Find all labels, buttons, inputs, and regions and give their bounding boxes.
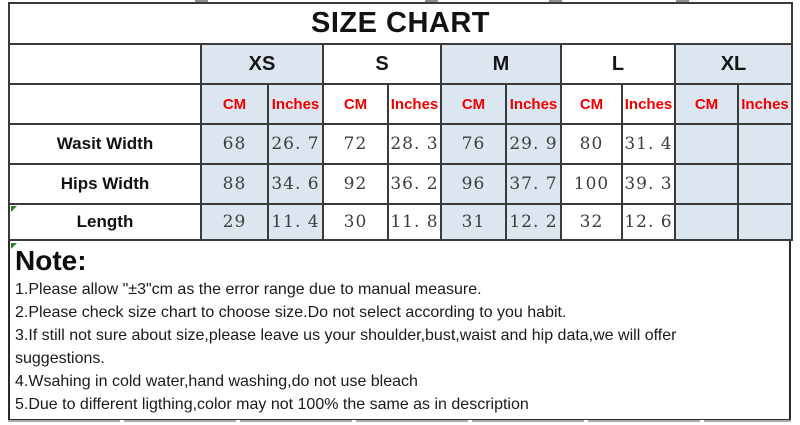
- value-cell: 29. 9: [505, 123, 562, 165]
- value-cell: 29: [200, 203, 269, 241]
- note-line-5: 5.Due to different ligthing,color may no…: [15, 396, 529, 413]
- unit-header-m-cm: CM: [440, 83, 507, 125]
- note-line-4: 4.Wsahing in cold water,hand washing,do …: [15, 373, 418, 390]
- value-cell: 68: [200, 123, 269, 165]
- size-header-l: L: [560, 43, 676, 85]
- value-cell: 30: [322, 203, 389, 241]
- unit-header-xs-cm: CM: [200, 83, 269, 125]
- value-cell: 76: [440, 123, 507, 165]
- value-cell: [674, 123, 739, 165]
- value-cell: 36. 2: [387, 163, 442, 205]
- value-cell: 92: [322, 163, 389, 205]
- page-title: SIZE CHART: [7, 2, 794, 45]
- row-label: Wasit Width: [8, 123, 202, 165]
- top-edge-artifact: [676, 0, 689, 2]
- unit-header-xs-inches: Inches: [267, 83, 324, 125]
- note-line-3: 3.If still not sure about size,please le…: [15, 327, 677, 344]
- note-section: Note: 1.Please allow "±3"cm as the error…: [8, 241, 791, 421]
- value-cell: 28. 3: [387, 123, 442, 165]
- size-chart-panel: SIZE CHART XS S M L XL CM Inches CM Inch…: [7, 2, 794, 421]
- unit-header-l-inches: Inches: [621, 83, 676, 125]
- value-cell: 31: [440, 203, 507, 241]
- title-row: SIZE CHART: [7, 2, 794, 45]
- value-cell: [674, 163, 739, 205]
- corner-cell: [8, 83, 202, 125]
- table-row-hips: Hips Width 88 34. 6 92 36. 2 96 37. 7 10…: [8, 163, 794, 205]
- size-header-xl: XL: [673, 43, 794, 85]
- unit-header-xl-inches: Inches: [736, 83, 794, 125]
- top-edge-artifact: [425, 0, 438, 2]
- size-header-xs: XS: [200, 43, 324, 85]
- value-cell: 34. 6: [267, 163, 324, 205]
- corner-cell: [8, 43, 202, 85]
- value-cell: [674, 203, 739, 241]
- row-label: Hips Width: [8, 163, 202, 205]
- value-cell: [736, 123, 794, 165]
- value-cell: 11. 4: [267, 203, 324, 241]
- bottom-edge-artifact: [8, 420, 791, 422]
- value-cell: 88: [200, 163, 269, 205]
- row-label: Length: [8, 203, 202, 241]
- unit-header-xl-cm: CM: [674, 83, 739, 125]
- unit-header-s-inches: Inches: [387, 83, 442, 125]
- table-row-length: Length 29 11. 4 30 11. 8 31 12. 2 32 12.…: [8, 203, 794, 241]
- note-line-2: 2.Please check size chart to choose size…: [15, 304, 567, 321]
- value-cell: 80: [560, 123, 623, 165]
- top-edge-artifact: [549, 0, 562, 2]
- value-cell: 96: [440, 163, 507, 205]
- value-cell: 12. 6: [621, 203, 676, 241]
- table-row-waist: Wasit Width 68 26. 7 72 28. 3 76 29. 9 8…: [8, 123, 794, 165]
- value-cell: 31. 4: [621, 123, 676, 165]
- size-chart-table: SIZE CHART XS S M L XL CM Inches CM Inch…: [7, 2, 794, 241]
- value-cell: 72: [322, 123, 389, 165]
- value-cell: 37. 7: [505, 163, 562, 205]
- value-cell: [736, 203, 794, 241]
- cell-corner-marker-icon: [11, 243, 17, 249]
- unit-header-row: CM Inches CM Inches CM Inches CM Inches …: [8, 83, 794, 125]
- value-cell: 32: [560, 203, 623, 241]
- unit-header-s-cm: CM: [322, 83, 389, 125]
- note-heading: Note:: [15, 245, 87, 276]
- size-header-s: S: [322, 43, 442, 85]
- size-header-row: XS S M L XL: [8, 43, 794, 85]
- note-line-3-wrap: suggestions.: [15, 350, 105, 367]
- unit-header-l-cm: CM: [560, 83, 623, 125]
- cell-corner-marker-icon: [11, 206, 17, 212]
- unit-header-m-inches: Inches: [505, 83, 562, 125]
- value-cell: [736, 163, 794, 205]
- note-line-1: 1.Please allow "±3"cm as the error range…: [15, 281, 482, 298]
- value-cell: 26. 7: [267, 123, 324, 165]
- value-cell: 12. 2: [505, 203, 562, 241]
- value-cell: 11. 8: [387, 203, 442, 241]
- value-cell: 39. 3: [621, 163, 676, 205]
- size-header-m: M: [440, 43, 562, 85]
- value-cell: 100: [560, 163, 623, 205]
- top-edge-artifact: [195, 0, 208, 2]
